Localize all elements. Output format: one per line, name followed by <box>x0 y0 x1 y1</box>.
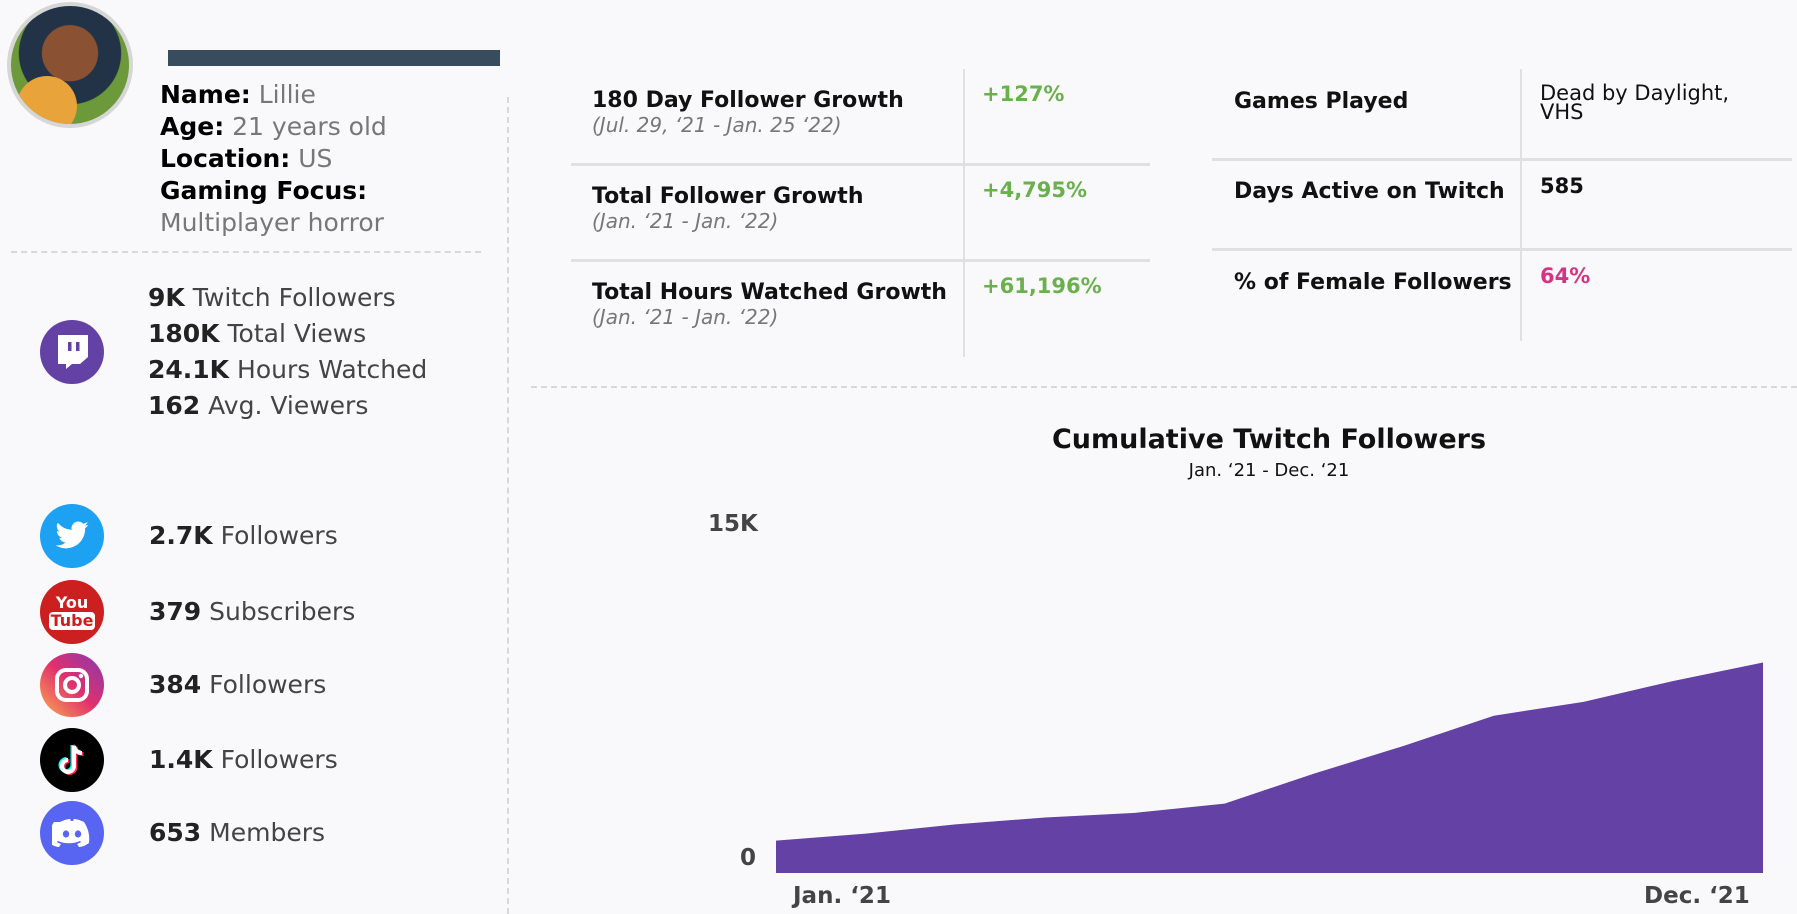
tiktok-icon <box>40 728 104 792</box>
social-stat-youtube: 379 Subscribers <box>149 597 356 626</box>
chart-title: Cumulative Twitch Followers <box>1051 424 1487 455</box>
growth-value: +127% <box>982 82 1065 106</box>
location-value: US <box>298 144 333 173</box>
social-stat-discord: 653 Members <box>149 818 325 847</box>
table-divider <box>963 69 965 357</box>
location-row: Location: US <box>160 144 333 173</box>
fact-label: Days Active on Twitch <box>1234 179 1505 204</box>
table-divider <box>1212 158 1792 161</box>
name-value: Lillie <box>258 80 316 109</box>
chart-subtitle: Jan. ‘21 - Dec. ‘21 <box>1188 460 1350 481</box>
twitch-icon <box>40 320 104 384</box>
growth-row: Total Follower Growth (Jan. ‘21 - Jan. ‘2… <box>592 184 864 233</box>
y-tick-label: 0 <box>740 845 757 871</box>
focus-value: Multiplayer horror <box>160 208 384 237</box>
twitch-stat: 9K Twitch Followers <box>148 283 396 312</box>
y-tick-label: 15K <box>708 511 758 537</box>
twitch-stat: 180K Total Views <box>148 319 367 348</box>
discord-icon <box>40 801 104 865</box>
table-divider <box>1212 248 1792 251</box>
divider <box>11 251 481 253</box>
name-row: Name: Lillie <box>160 80 316 109</box>
growth-row: Total Hours Watched Growth (Jan. ‘21 - Ja… <box>592 280 947 329</box>
twitch-stat: 24.1K Hours Watched <box>148 355 428 384</box>
instagram-icon <box>40 653 104 717</box>
fact-value: 585 <box>1540 174 1584 198</box>
twitch-stat: 162 Avg. Viewers <box>148 391 369 420</box>
area-series <box>776 662 1763 873</box>
social-stat-twitter: 2.7K Followers <box>149 521 338 550</box>
age-value: 21 years old <box>232 112 387 141</box>
social-stat-instagram: 384 Followers <box>149 670 327 699</box>
profile-info: Name: Lillie Age: 21 years old Location:… <box>160 79 387 239</box>
growth-value: +4,795% <box>982 178 1088 202</box>
focus-row: Gaming Focus: <box>160 176 368 205</box>
fact-label: Games Played <box>1234 89 1409 114</box>
x-tick-label: Jan. ‘21 <box>793 883 891 909</box>
youtube-icon: You Tube <box>40 580 104 644</box>
twitch-stats: 9K Twitch Followers 180K Total Views 24.… <box>148 280 427 424</box>
table-divider <box>571 163 1150 166</box>
twitter-icon <box>40 504 104 568</box>
growth-row: 180 Day Follower Growth (Jul. 29, ‘21 - J… <box>592 88 904 137</box>
fact-value: 64% <box>1540 264 1591 288</box>
social-stat-tiktok: 1.4K Followers <box>149 745 338 774</box>
fact-value: Dead by Daylight, VHS <box>1540 81 1730 124</box>
divider <box>531 386 1797 388</box>
growth-value: +61,196% <box>982 274 1102 298</box>
table-divider <box>1520 69 1522 341</box>
fact-label: % of Female Followers <box>1234 270 1512 295</box>
header-bar <box>168 50 500 66</box>
avatar <box>7 2 133 128</box>
x-tick-label: Dec. ‘21 <box>1644 883 1750 909</box>
age-row: Age: 21 years old <box>160 112 387 141</box>
table-divider <box>571 259 1150 262</box>
divider <box>507 97 509 914</box>
